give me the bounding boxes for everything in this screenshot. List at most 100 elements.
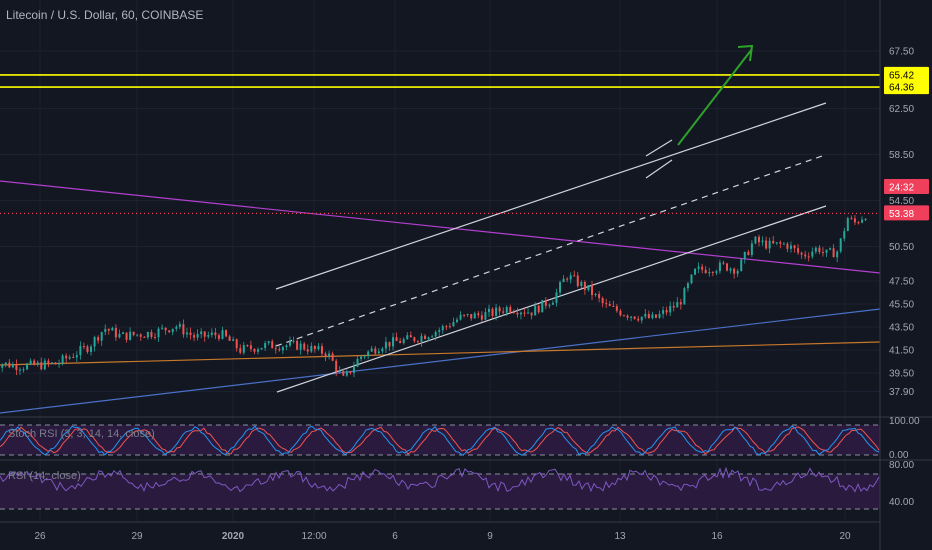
price-tag-bg bbox=[884, 79, 929, 95]
candle-body bbox=[498, 307, 501, 312]
stoch-rsi-label: Stoch RSI (3, 3, 14, 14, close) bbox=[8, 428, 155, 440]
candle-body bbox=[36, 362, 39, 365]
blue-trendline[interactable] bbox=[0, 308, 881, 414]
candle-body bbox=[729, 268, 732, 271]
candle-body bbox=[292, 340, 295, 342]
candle-body bbox=[754, 236, 757, 244]
candle-body bbox=[814, 247, 817, 252]
candle-body bbox=[4, 362, 7, 365]
orange-trendline[interactable] bbox=[0, 341, 881, 366]
candle-body bbox=[697, 266, 700, 269]
candle-body bbox=[392, 337, 395, 347]
time-tick-label: 13 bbox=[614, 531, 626, 542]
candle-body bbox=[825, 249, 828, 253]
candle-body bbox=[200, 331, 203, 335]
time-tick-label: 20 bbox=[839, 531, 851, 542]
price-tag-bg bbox=[884, 66, 929, 82]
candle-body bbox=[839, 238, 842, 252]
candle-body bbox=[541, 299, 544, 313]
channel-upper-line[interactable] bbox=[275, 102, 827, 290]
candle-body bbox=[786, 243, 789, 249]
candle-body bbox=[384, 341, 387, 349]
candle-body bbox=[363, 356, 366, 358]
price-tag-label: 53.38 bbox=[889, 209, 914, 220]
candle-body bbox=[289, 341, 292, 346]
candle-body bbox=[399, 340, 402, 344]
candle-body bbox=[441, 326, 444, 331]
candle-body bbox=[157, 328, 160, 338]
candle-body bbox=[161, 327, 164, 329]
candle-body bbox=[328, 353, 331, 357]
price-tick-label: 54.50 bbox=[889, 196, 914, 207]
candle-body bbox=[26, 364, 29, 370]
candle-body bbox=[853, 218, 856, 223]
candle-body bbox=[22, 369, 25, 371]
candle-body bbox=[196, 334, 199, 338]
candle-body bbox=[406, 335, 409, 340]
candle-body bbox=[303, 343, 306, 350]
candle-body bbox=[168, 330, 171, 333]
candle-body bbox=[548, 304, 551, 306]
candle-body bbox=[566, 278, 569, 280]
candle-body bbox=[118, 333, 121, 338]
target-arrow-head[interactable] bbox=[737, 44, 754, 62]
candle-body bbox=[420, 335, 423, 342]
candle-body bbox=[132, 331, 135, 335]
triangle-line-upper[interactable] bbox=[645, 139, 673, 157]
rsi-line bbox=[0, 466, 880, 493]
candle-body bbox=[82, 346, 85, 348]
candle-body bbox=[765, 240, 768, 249]
candle-body bbox=[562, 278, 565, 283]
candle-body bbox=[431, 336, 434, 338]
candle-body bbox=[722, 262, 725, 264]
candle-body bbox=[253, 348, 256, 352]
time-tick-label: 6 bbox=[392, 531, 398, 542]
time-tick-label: 29 bbox=[131, 531, 143, 542]
magenta-trendline[interactable] bbox=[0, 180, 881, 274]
candle-body bbox=[274, 348, 277, 350]
candle-body bbox=[43, 360, 46, 370]
price-tick-label: 58.50 bbox=[889, 150, 914, 161]
rsi-label: RSI (14, close) bbox=[8, 470, 81, 482]
candle-body bbox=[669, 306, 672, 313]
candle-body bbox=[11, 364, 14, 368]
candle-body bbox=[630, 316, 633, 318]
candle-body bbox=[413, 337, 416, 342]
candle-body bbox=[388, 341, 391, 347]
channel-mid-line[interactable] bbox=[275, 155, 823, 347]
candle-body bbox=[690, 274, 693, 284]
candle-body bbox=[519, 312, 522, 315]
price-tag-label: 65.42 bbox=[889, 70, 914, 81]
candle-body bbox=[509, 307, 512, 313]
candle-body bbox=[125, 332, 128, 340]
candle-body bbox=[377, 351, 380, 354]
candle-body bbox=[779, 242, 782, 244]
candle-body bbox=[850, 218, 853, 220]
drawing-lines[interactable] bbox=[0, 44, 881, 414]
price-tick-label: 62.50 bbox=[889, 104, 914, 115]
candle-body bbox=[622, 315, 625, 317]
target-arrow-shaft[interactable] bbox=[677, 48, 753, 146]
candle-body bbox=[484, 312, 487, 320]
candle-body bbox=[829, 248, 832, 250]
candle-body bbox=[647, 313, 650, 319]
candle-body bbox=[370, 348, 373, 352]
channel-lower-line[interactable] bbox=[276, 205, 827, 393]
triangle-line-lower[interactable] bbox=[645, 159, 673, 179]
candle-body bbox=[861, 219, 864, 223]
candle-body bbox=[153, 336, 156, 338]
candle-body bbox=[114, 327, 117, 338]
candle-body bbox=[150, 332, 153, 337]
candle-body bbox=[448, 326, 451, 328]
candle-body bbox=[455, 319, 458, 323]
indicator-series bbox=[0, 425, 880, 493]
price-tick-label: 50.50 bbox=[889, 242, 914, 253]
candle-body bbox=[360, 356, 363, 359]
candle-body bbox=[296, 340, 299, 350]
candle-body bbox=[487, 308, 490, 313]
candle-body bbox=[345, 371, 348, 376]
candle-body bbox=[260, 347, 263, 350]
indicator-tick-label: 80.00 bbox=[889, 460, 914, 471]
candle-body bbox=[651, 314, 654, 319]
